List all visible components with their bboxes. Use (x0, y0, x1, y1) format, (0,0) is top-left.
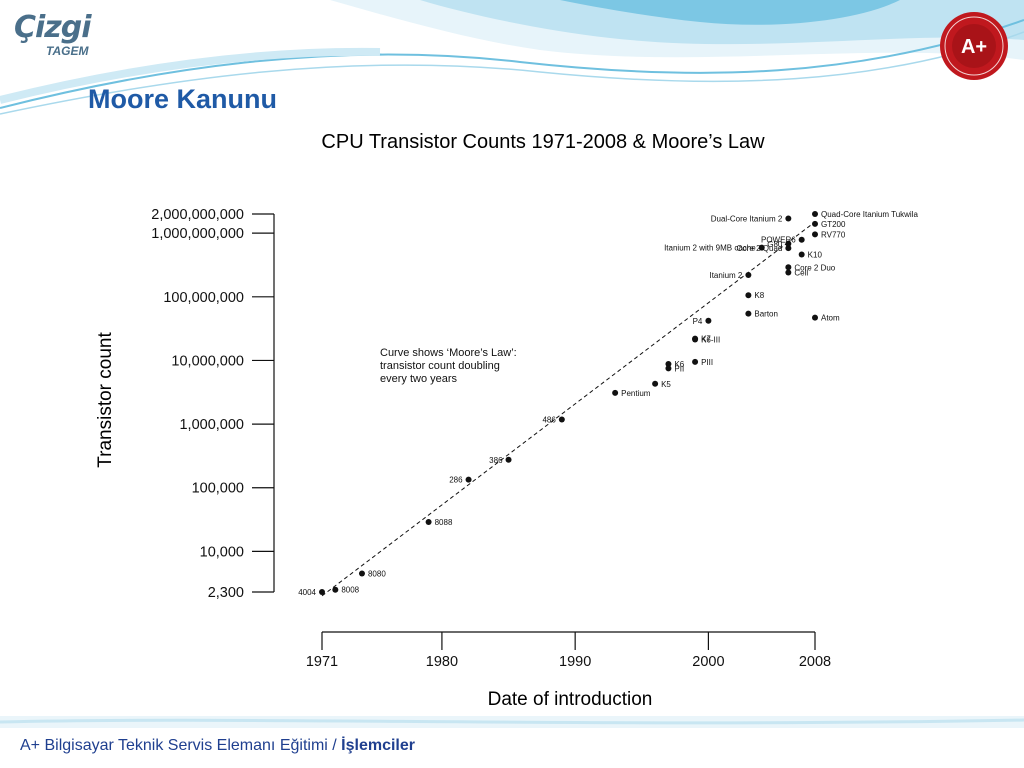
data-point (812, 231, 818, 238)
data-point (705, 317, 712, 324)
data-point (785, 240, 792, 247)
data-point (785, 215, 792, 222)
y-axis-label: Transistor count (95, 332, 116, 468)
x-axis: 1971 1980 1990 2000 2008 (306, 631, 831, 670)
point-label: GT200 (821, 220, 846, 229)
x-tick-label: 1971 (306, 654, 338, 670)
data-point (798, 236, 805, 243)
a-plus-seal-badge: A+ (940, 12, 1008, 80)
chart-panel: CPU Transistor Counts 1971-2008 & Moore’… (84, 118, 964, 714)
point-label: Itanium 2 (709, 271, 742, 280)
point-label: K6 (674, 360, 684, 369)
logo-text: Çizgi (14, 10, 92, 45)
y-tick-label: 10,000,000 (171, 353, 244, 369)
y-tick-label: 1,000,000 (179, 417, 244, 433)
point-label: 8008 (341, 586, 359, 595)
footer-course: A+ Bilgisayar Teknik Servis Elemanı Eğit… (20, 737, 337, 754)
point-label: Pentium (621, 389, 651, 398)
data-point (692, 358, 699, 365)
point-label: Barton (754, 310, 778, 319)
data-point (785, 245, 792, 252)
point-label: K10 (808, 250, 823, 259)
point-label: K7 (701, 335, 711, 344)
data-point (612, 389, 619, 396)
x-tick-label: 1990 (559, 654, 591, 670)
data-point (558, 416, 565, 423)
x-axis-label: Date of introduction (488, 689, 653, 710)
data-point (425, 518, 432, 525)
point-label: Core 2 Duo (794, 263, 835, 272)
data-point (358, 570, 365, 577)
point-label: K5 (661, 380, 671, 389)
x-tick-label: 2000 (692, 654, 724, 670)
point-label: 386 (489, 456, 503, 465)
annotation-line: Curve shows ‘Moore’s Law’: (380, 347, 517, 359)
cizgi-tagem-logo: Çizgi TAGEM (14, 10, 104, 60)
data-point (812, 211, 818, 217)
data-point (332, 586, 339, 593)
data-point (798, 251, 805, 258)
trend-line (321, 221, 816, 597)
point-label: G80 (767, 240, 783, 249)
point-label: P4 (693, 317, 703, 326)
point-label: Itanium 2 with 9MB cache (664, 244, 756, 253)
point-label: PII (674, 364, 684, 373)
transistor-chart: CPU Transistor Counts 1971-2008 & Moore’… (95, 131, 918, 710)
header-wave-decoration (0, 0, 1024, 115)
footer-section: İşlemciler (341, 737, 415, 754)
point-label: PIII (701, 358, 713, 367)
moores-law-annotation: Curve shows ‘Moore’s Law’:transistor cou… (380, 347, 517, 385)
data-point (319, 589, 325, 595)
data-point (785, 269, 792, 276)
y-tick-label: 100,000 (192, 481, 244, 497)
annotation-line: every two years (380, 373, 458, 385)
chart-title: CPU Transistor Counts 1971-2008 & Moore’… (321, 131, 765, 153)
point-label: Quad-Core Itanium Tukwila (821, 210, 918, 219)
point-label: 8088 (435, 518, 453, 527)
y-tick-label: 100,000,000 (163, 290, 244, 306)
point-label: POWER6 (761, 236, 796, 245)
moore-trend-line (321, 221, 816, 597)
y-tick-label: 10,000 (200, 544, 244, 560)
point-label: Atom (821, 314, 840, 323)
data-point (745, 310, 752, 317)
data-point (745, 272, 752, 279)
data-point (665, 360, 672, 367)
y-tick-label: 2,300 (208, 585, 244, 601)
point-label: K6-III (701, 336, 720, 345)
x-tick-label: 2008 (799, 654, 831, 670)
footer-caption: A+ Bilgisayar Teknik Servis Elemanı Eğit… (20, 737, 415, 755)
point-label: K8 (754, 291, 764, 300)
slide-title: Moore Kanunu (88, 84, 277, 114)
data-point (465, 476, 472, 483)
data-point (665, 365, 672, 372)
data-point (785, 264, 792, 271)
footer-wave (0, 716, 1024, 728)
point-label: 486 (542, 416, 556, 425)
point-label: Cell (794, 268, 808, 277)
data-point (652, 380, 659, 387)
y-tick-label: 1,000,000,000 (151, 226, 244, 242)
seal-mark: A+ (961, 36, 987, 58)
data-point (745, 292, 752, 299)
point-label: 286 (449, 476, 463, 485)
point-label: RV770 (821, 230, 846, 239)
logo-subtext: TAGEM (46, 44, 89, 58)
data-point (812, 314, 818, 321)
data-point (758, 244, 765, 251)
y-tick-label: 2,000,000,000 (151, 207, 244, 223)
y-axis: 2,300 10,000 100,000 1,000,000 10,000,000 100… (151, 207, 275, 601)
annotation-line: transistor count doubling (380, 360, 500, 372)
point-label: 4004 (298, 588, 316, 597)
data-point (812, 220, 818, 227)
point-label: 8080 (368, 569, 386, 578)
data-point (692, 335, 699, 342)
point-label: Dual-Core Itanium 2 (711, 214, 783, 223)
data-point (505, 456, 512, 463)
x-tick-label: 1980 (426, 654, 458, 670)
